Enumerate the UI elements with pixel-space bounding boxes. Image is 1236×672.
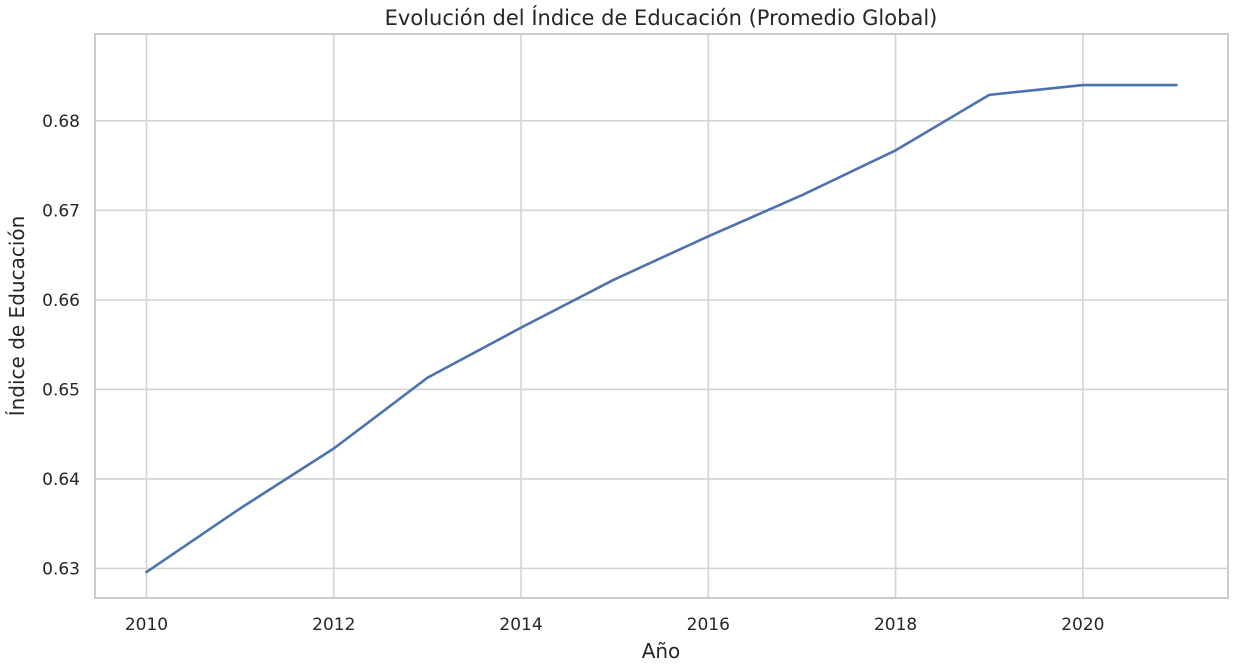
y-tick-label: 0.66 [42, 291, 80, 311]
x-tick-label: 2012 [312, 615, 355, 635]
series-layer [145, 83, 1178, 574]
x-tick-labels: 2010 2012 2014 2016 2018 2020 [125, 615, 1105, 635]
y-tick-label: 0.64 [42, 470, 80, 490]
y-tick-label: 0.65 [42, 380, 80, 400]
x-tick-label: 2016 [687, 615, 730, 635]
plot-frame [94, 33, 1229, 599]
grid-lines [95, 34, 1228, 598]
x-tick-label: 2020 [1061, 615, 1104, 635]
x-axis-label: Año [642, 639, 681, 663]
y-tick-labels: 0.63 0.64 0.65 0.66 0.67 0.68 [42, 112, 80, 580]
y-axis-label: Índice de Educación [5, 216, 29, 417]
y-tick-label: 0.68 [42, 112, 80, 132]
x-tick-label: 2018 [874, 615, 917, 635]
x-tick-label: 2010 [125, 615, 168, 635]
x-tick-label: 2014 [499, 615, 542, 635]
y-tick-label: 0.63 [42, 559, 80, 579]
series-line [145, 83, 1178, 574]
chart-title: Evolución del Índice de Educación (Prome… [385, 5, 938, 30]
y-tick-label: 0.67 [42, 201, 80, 221]
